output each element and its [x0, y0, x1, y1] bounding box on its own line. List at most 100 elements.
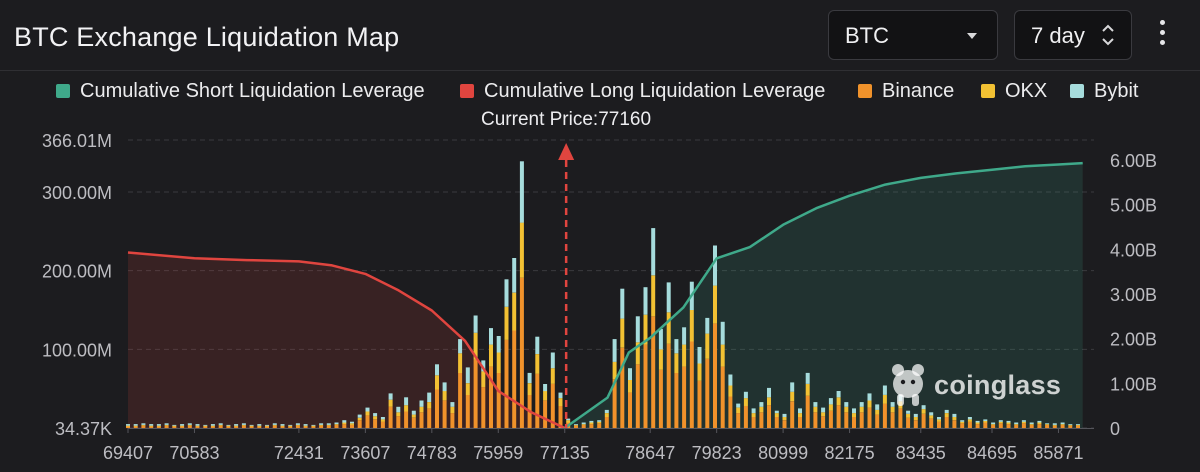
okx-bar: [828, 404, 833, 411]
bybit-bar: [983, 419, 988, 421]
bybit-bar: [728, 374, 733, 386]
binance-bar: [852, 417, 856, 428]
liquidation-bar-group: [481, 360, 486, 428]
bybit-bar: [682, 327, 687, 345]
okx-bar: [620, 318, 625, 348]
bybit-bar: [172, 424, 177, 426]
liquidation-bar-group: [419, 400, 424, 428]
legend-item-binance[interactable]: Binance: [858, 80, 954, 103]
okx-bar: [581, 424, 586, 425]
okx-bar: [295, 424, 300, 426]
okx-bar: [975, 422, 980, 425]
okx-bar: [1068, 424, 1073, 426]
binance-bar: [952, 420, 957, 429]
bybit-bar: [713, 245, 717, 286]
liquidation-bar-group: [882, 385, 887, 428]
okx-bar: [574, 424, 578, 426]
okx-bar: [326, 424, 331, 426]
bybit-bar: [674, 339, 679, 354]
okx-bar: [682, 344, 687, 367]
okx-bar: [937, 419, 941, 422]
range-select[interactable]: 7 day: [1014, 10, 1132, 60]
y-right-tick-label: 2.00B: [1110, 330, 1157, 350]
legend-label: OKX: [1005, 80, 1048, 102]
binance-bar: [489, 366, 493, 428]
binance-bar: [759, 412, 764, 428]
liquidation-bar-group: [388, 393, 393, 428]
liquidation-bar-group: [944, 409, 949, 428]
binance-bar: [172, 426, 177, 429]
bybit-bar: [234, 424, 239, 426]
liquidation-bar-group: [635, 316, 640, 428]
bybit-bar: [218, 423, 223, 425]
okx-bar: [481, 371, 486, 388]
binance-bar: [898, 408, 903, 429]
liquidation-bar-group: [643, 287, 648, 428]
binance-bar: [326, 425, 331, 429]
bybit-bar: [427, 392, 432, 402]
binance-bar: [658, 369, 663, 428]
okx-bar: [496, 352, 501, 373]
more-options-icon[interactable]: [1154, 20, 1170, 50]
liquidation-bar-group: [126, 424, 130, 429]
legend-label: Binance: [882, 80, 955, 102]
liquidation-bar-group: [504, 279, 509, 428]
bybit-bar: [473, 315, 478, 333]
okx-bar: [805, 384, 810, 396]
bybit-bar: [944, 409, 949, 413]
liquidation-bar-group: [172, 424, 177, 429]
bybit-bar: [149, 424, 154, 426]
bybit-bar: [326, 423, 331, 425]
bybit-bar: [998, 420, 1003, 422]
liquidation-bar-group: [512, 258, 517, 428]
binance-bar: [272, 425, 277, 429]
okx-bar: [334, 424, 339, 425]
liquidation-bar-group: [203, 424, 208, 429]
bybit-bar: [574, 424, 578, 425]
legend-item-short[interactable]: Cumulative Short Liquidation Leverage: [56, 80, 425, 103]
liquidation-bar-group: [149, 424, 154, 429]
binance-bar: [844, 412, 849, 428]
okx-bar: [890, 406, 895, 413]
bybit-bar: [272, 423, 277, 425]
okx-bar: [519, 222, 524, 278]
bybit-bar: [535, 336, 540, 354]
bybit-bar: [419, 400, 424, 407]
legend-item-long[interactable]: Cumulative Long Liquidation Leverage: [460, 80, 825, 103]
bybit-bar: [620, 288, 625, 319]
x-tick-label: 84695: [967, 443, 1017, 463]
y-left-tick-label: 100.00M: [42, 340, 112, 360]
okx-bar: [821, 412, 826, 417]
okx-bar: [257, 425, 262, 427]
bybit-bar: [257, 424, 262, 426]
legend-swatch: [981, 84, 995, 98]
binance-bar: [751, 417, 756, 428]
binance-bar: [1029, 424, 1034, 428]
coin-select[interactable]: BTC: [828, 10, 998, 60]
liquidation-bar-group: [774, 410, 779, 428]
binance-bar: [241, 425, 246, 429]
okx-bar: [882, 395, 887, 404]
liquidation-bar-group: [751, 408, 756, 428]
liquidation-bar-group: [1021, 420, 1026, 428]
x-tick-label: 79823: [692, 443, 742, 463]
binance-bar: [767, 405, 771, 428]
binance-bar: [697, 380, 702, 428]
liquidation-bar-group: [844, 402, 849, 428]
bybit-bar: [550, 352, 555, 369]
liquidation-bar-group: [604, 409, 609, 428]
legend-item-okx[interactable]: OKX: [981, 80, 1047, 103]
liquidation-bar-group: [535, 336, 540, 428]
liquidation-bar-group: [859, 402, 864, 428]
okx-bar: [527, 383, 532, 395]
binance-bar: [203, 426, 208, 429]
bybit-bar: [813, 402, 818, 407]
liquidation-bar-group: [373, 413, 378, 429]
okx-bar: [126, 425, 130, 427]
binance-bar: [210, 426, 215, 429]
liquidation-bar-group: [589, 420, 594, 428]
coinglass-watermark: coinglass: [888, 362, 1068, 410]
liquidation-bar-group: [311, 424, 316, 429]
legend-item-bybit[interactable]: Bybit: [1070, 80, 1138, 103]
okx-bar: [543, 391, 548, 401]
